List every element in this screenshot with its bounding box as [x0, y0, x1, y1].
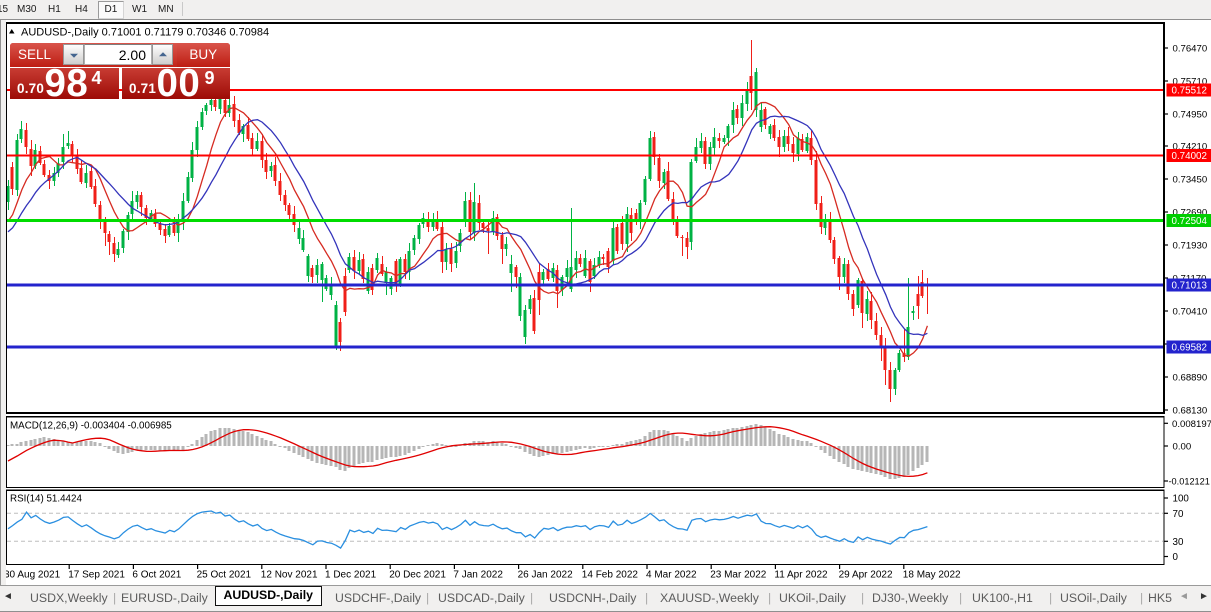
svg-text:0.00: 0.00: [1173, 442, 1192, 453]
svg-text:0.68890: 0.68890: [1173, 373, 1208, 384]
svg-text:0.70410: 0.70410: [1173, 307, 1208, 318]
svg-text:17 Sep 2021: 17 Sep 2021: [68, 570, 125, 581]
svg-text:100: 100: [1173, 494, 1190, 505]
svg-text:MACD(12,26,9) -0.003404 -0.006: MACD(12,26,9) -0.003404 -0.006985: [10, 421, 172, 432]
svg-text:1 Dec 2021: 1 Dec 2021: [325, 570, 377, 581]
svg-text:0.72690: 0.72690: [1173, 208, 1208, 219]
svg-text:0.68130: 0.68130: [1173, 406, 1208, 417]
svg-text:14 Feb 2022: 14 Feb 2022: [582, 570, 639, 581]
svg-text:0.73450: 0.73450: [1173, 175, 1208, 186]
svg-text:0: 0: [1173, 552, 1179, 563]
svg-text:29 Apr 2022: 29 Apr 2022: [839, 570, 893, 581]
svg-text:26 Jan 2022: 26 Jan 2022: [518, 570, 573, 581]
svg-text:25 Oct 2021: 25 Oct 2021: [197, 570, 252, 581]
svg-text:7 Jan 2022: 7 Jan 2022: [453, 570, 503, 581]
svg-text:11 Apr 2022: 11 Apr 2022: [774, 570, 828, 581]
svg-text:0.75512: 0.75512: [1172, 86, 1207, 97]
svg-text:0.71930: 0.71930: [1173, 241, 1208, 252]
svg-text:18 May 2022: 18 May 2022: [903, 570, 961, 581]
svg-text:0.76470: 0.76470: [1173, 44, 1208, 55]
svg-text:-0.012121: -0.012121: [1169, 477, 1210, 487]
svg-text:0.74002: 0.74002: [1172, 151, 1207, 162]
svg-text:AUDUSD-,Daily 0.71001 0.71179: AUDUSD-,Daily 0.71001 0.71179 0.70346 0.…: [21, 27, 269, 39]
svg-text:0.75710: 0.75710: [1173, 77, 1208, 88]
svg-text:0.72504: 0.72504: [1172, 216, 1208, 227]
svg-text:6 Oct 2021: 6 Oct 2021: [132, 570, 181, 581]
svg-text:RSI(14) 51.4424: RSI(14) 51.4424: [10, 494, 82, 505]
svg-text:12 Nov 2021: 12 Nov 2021: [261, 570, 318, 581]
svg-text:4 Mar 2022: 4 Mar 2022: [646, 570, 697, 581]
svg-text:0.74210: 0.74210: [1173, 142, 1208, 153]
svg-text:0.74950: 0.74950: [1173, 110, 1208, 121]
svg-text:0.69582: 0.69582: [1172, 343, 1207, 354]
svg-text:0.71013: 0.71013: [1172, 281, 1208, 292]
svg-text:70: 70: [1173, 509, 1184, 520]
svg-text:30: 30: [1173, 537, 1184, 548]
svg-text:20 Dec 2021: 20 Dec 2021: [389, 570, 446, 581]
svg-text:30 Aug 2021: 30 Aug 2021: [4, 570, 61, 581]
svg-text:23 Mar 2022: 23 Mar 2022: [710, 570, 767, 581]
svg-text:0.008197: 0.008197: [1172, 419, 1211, 430]
